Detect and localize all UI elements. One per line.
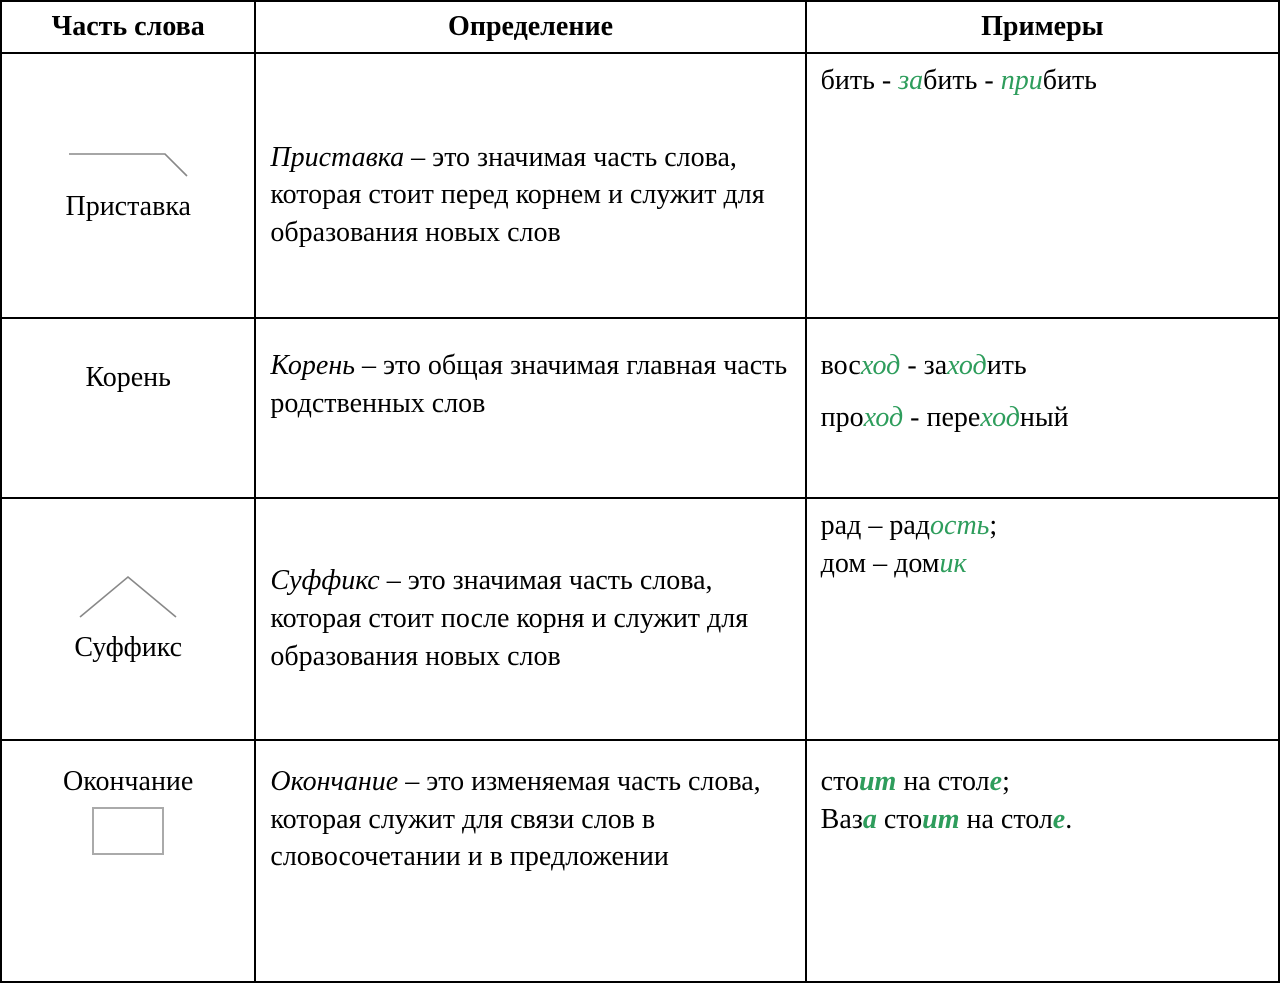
table-row: Корень Корень – это общая значимая главн… xyxy=(1,318,1279,498)
part-label: Окончание xyxy=(16,763,240,801)
definition-cell: Корень – это общая значимая главная част… xyxy=(255,318,805,498)
pristavka-symbol-icon xyxy=(63,144,193,180)
header-part: Часть слова xyxy=(1,1,255,53)
def-term: Приставка xyxy=(270,142,404,173)
definition-cell: Суффикс – это значимая часть слова, кото… xyxy=(255,498,805,740)
table-header-row: Часть слова Определение Примеры xyxy=(1,1,1279,53)
part-cell-suffix: Суффикс xyxy=(1,498,255,740)
part-cell-okonchanie: Окончание xyxy=(1,740,255,982)
part-cell-koren: Корень xyxy=(1,318,255,498)
part-label: Приставка xyxy=(16,188,240,226)
table-row: Суффикс Суффикс – это значимая часть сло… xyxy=(1,498,1279,740)
definition-cell: Окончание – это изменяемая часть слова, … xyxy=(255,740,805,982)
examples-cell: стоит на столе;Ваза стоит на столе. xyxy=(806,740,1279,982)
part-label: Корень xyxy=(16,359,240,397)
def-term: Суффикс xyxy=(270,565,379,596)
definition-cell: Приставка – это значимая часть слова, ко… xyxy=(255,53,805,318)
word-parts-table: Часть слова Определение Примеры Приставк… xyxy=(0,0,1280,983)
def-term: Окончание xyxy=(270,766,398,797)
def-term: Корень xyxy=(270,350,355,381)
examples-cell: бить - забить - прибить xyxy=(806,53,1279,318)
examples-cell: рад – радость;дом – домик xyxy=(806,498,1279,740)
table-row: Приставка Приставка – это значимая часть… xyxy=(1,53,1279,318)
header-definition: Определение xyxy=(255,1,805,53)
table-row: Окончание Окончание – это изменяемая час… xyxy=(1,740,1279,982)
part-cell-pristavka: Приставка xyxy=(1,53,255,318)
header-examples: Примеры xyxy=(806,1,1279,53)
part-label: Суффикс xyxy=(16,629,240,667)
suffix-symbol-icon xyxy=(68,571,188,621)
examples-cell: восход - заходитьпроход - переходный xyxy=(806,318,1279,498)
okonchanie-box-icon xyxy=(92,807,164,855)
